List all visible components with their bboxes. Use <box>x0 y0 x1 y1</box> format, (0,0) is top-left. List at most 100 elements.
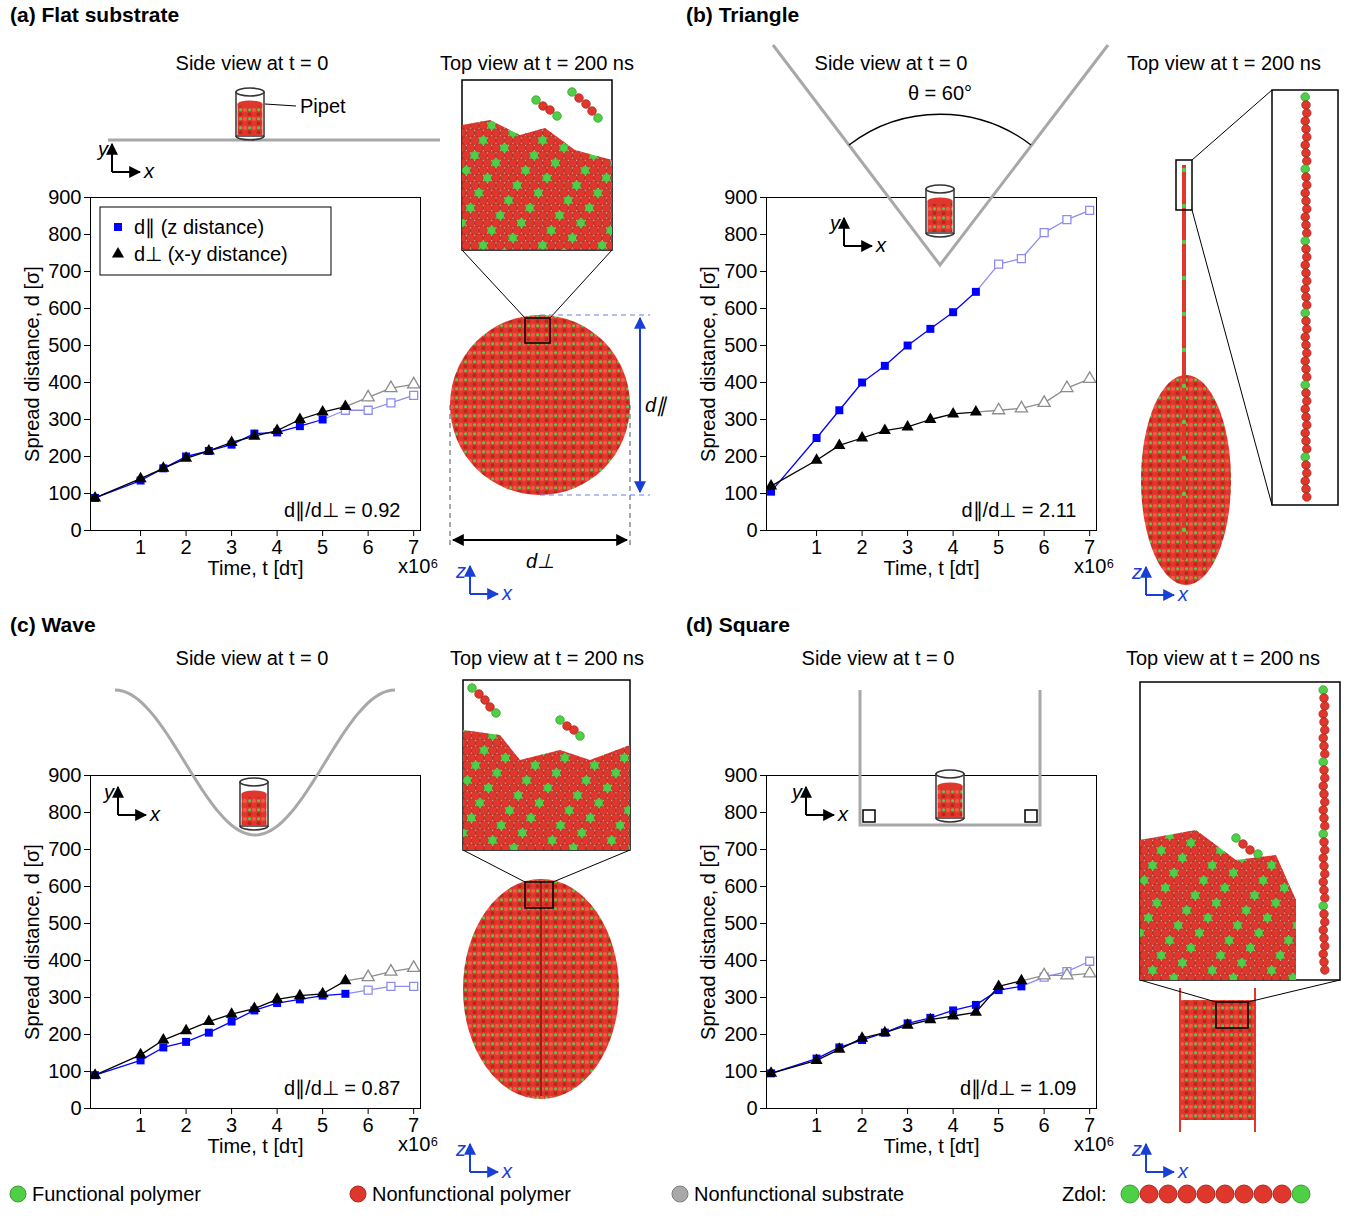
svg-text:200: 200 <box>724 445 757 467</box>
svg-text:Spread distance, d [σ]: Spread distance, d [σ] <box>697 266 719 462</box>
svg-text:400: 400 <box>724 371 757 393</box>
svg-text:x: x <box>149 803 161 825</box>
svg-text:θ = 60°: θ = 60° <box>908 82 972 104</box>
svg-text:5: 5 <box>993 536 1004 558</box>
svg-text:200: 200 <box>48 445 81 467</box>
svg-text:1: 1 <box>811 536 822 558</box>
svg-text:0: 0 <box>746 1097 757 1119</box>
svg-text:d∥ (z distance): d∥ (z distance) <box>134 216 264 239</box>
svg-text:900: 900 <box>48 764 81 786</box>
svg-text:100: 100 <box>48 482 81 504</box>
svg-text:d∥/d⊥ = 0.87: d∥/d⊥ = 0.87 <box>284 1077 401 1100</box>
svg-text:x10⁶: x10⁶ <box>1074 555 1114 577</box>
svg-text:100: 100 <box>724 1060 757 1082</box>
svg-text:200: 200 <box>48 1023 81 1045</box>
svg-text:6: 6 <box>1039 1114 1050 1136</box>
svg-text:6: 6 <box>363 536 374 558</box>
svg-text:Spread distance, d [σ]: Spread distance, d [σ] <box>21 844 43 1040</box>
svg-text:Side view at t = 0: Side view at t = 0 <box>802 647 955 669</box>
svg-text:3: 3 <box>902 1114 913 1136</box>
svg-text:300: 300 <box>724 408 757 430</box>
svg-text:x: x <box>875 234 887 256</box>
svg-text:y: y <box>828 212 841 234</box>
svg-text:y: y <box>102 781 115 803</box>
svg-text:500: 500 <box>48 334 81 356</box>
svg-text:x: x <box>1177 1160 1189 1182</box>
svg-text:1: 1 <box>135 536 146 558</box>
svg-text:(c) Wave: (c) Wave <box>10 613 96 636</box>
svg-text:900: 900 <box>48 186 81 208</box>
svg-text:d∥/d⊥ = 2.11: d∥/d⊥ = 2.11 <box>961 499 1076 522</box>
svg-text:Top view at t = 200 ns: Top view at t = 200 ns <box>1126 647 1320 669</box>
svg-text:x: x <box>1177 583 1189 605</box>
svg-text:4: 4 <box>272 536 283 558</box>
svg-text:Time, t [dτ]: Time, t [dτ] <box>883 1135 979 1157</box>
svg-text:700: 700 <box>48 838 81 860</box>
svg-text:1: 1 <box>811 1114 822 1136</box>
svg-text:500: 500 <box>48 912 81 934</box>
svg-text:400: 400 <box>48 949 81 971</box>
svg-text:(b) Triangle: (b) Triangle <box>686 3 799 26</box>
svg-text:800: 800 <box>724 801 757 823</box>
svg-text:Top view at t = 200 ns: Top view at t = 200 ns <box>1127 52 1321 74</box>
svg-text:y: y <box>790 781 803 803</box>
svg-text:y: y <box>96 138 109 160</box>
svg-text:4: 4 <box>948 1114 959 1136</box>
svg-text:0: 0 <box>70 519 81 541</box>
svg-text:300: 300 <box>48 986 81 1008</box>
svg-text:Side view at t = 0: Side view at t = 0 <box>176 647 329 669</box>
svg-text:600: 600 <box>724 875 757 897</box>
svg-text:2: 2 <box>181 536 192 558</box>
svg-text:800: 800 <box>724 223 757 245</box>
svg-text:Functional polymer: Functional polymer <box>32 1183 201 1205</box>
svg-text:(d) Square: (d) Square <box>686 613 790 636</box>
svg-text:(a) Flat substrate: (a) Flat substrate <box>10 3 179 26</box>
svg-text:x: x <box>501 582 513 604</box>
svg-text:d∥/d⊥ = 1.09: d∥/d⊥ = 1.09 <box>960 1077 1077 1100</box>
svg-text:600: 600 <box>48 297 81 319</box>
svg-text:400: 400 <box>48 371 81 393</box>
svg-text:d∥/d⊥ = 0.92: d∥/d⊥ = 0.92 <box>284 499 401 522</box>
svg-text:3: 3 <box>226 536 237 558</box>
svg-text:Spread distance, d [σ]: Spread distance, d [σ] <box>697 844 719 1040</box>
svg-text:Side view at t = 0: Side view at t = 0 <box>815 52 968 74</box>
svg-text:5: 5 <box>993 1114 1004 1136</box>
svg-text:Time, t [dτ]: Time, t [dτ] <box>883 557 979 579</box>
svg-text:Side view at t = 0: Side view at t = 0 <box>176 52 329 74</box>
svg-text:2: 2 <box>857 536 868 558</box>
svg-text:0: 0 <box>746 519 757 541</box>
svg-text:3: 3 <box>902 536 913 558</box>
svg-text:Zdol:: Zdol: <box>1062 1183 1106 1205</box>
svg-text:700: 700 <box>48 260 81 282</box>
svg-text:d∥: d∥ <box>645 394 668 417</box>
svg-text:4: 4 <box>948 536 959 558</box>
svg-text:x10⁶: x10⁶ <box>1074 1133 1114 1155</box>
svg-text:5: 5 <box>317 1114 328 1136</box>
svg-text:500: 500 <box>724 334 757 356</box>
svg-text:900: 900 <box>724 764 757 786</box>
svg-text:600: 600 <box>48 875 81 897</box>
svg-text:900: 900 <box>724 186 757 208</box>
svg-text:z: z <box>455 1138 466 1160</box>
svg-text:z: z <box>455 560 466 582</box>
svg-text:x: x <box>143 160 155 182</box>
svg-text:Spread distance, d [σ]: Spread distance, d [σ] <box>21 266 43 462</box>
svg-text:Top view at t = 200 ns: Top view at t = 200 ns <box>440 52 634 74</box>
svg-text:700: 700 <box>724 260 757 282</box>
svg-text:300: 300 <box>48 408 81 430</box>
svg-text:z: z <box>1131 1138 1142 1160</box>
svg-text:100: 100 <box>48 1060 81 1082</box>
svg-text:300: 300 <box>724 986 757 1008</box>
svg-text:100: 100 <box>724 482 757 504</box>
svg-text:d⊥ (x-y distance): d⊥ (x-y distance) <box>134 243 288 265</box>
svg-text:x: x <box>837 803 849 825</box>
svg-text:400: 400 <box>724 949 757 971</box>
svg-text:x10⁶: x10⁶ <box>398 1133 438 1155</box>
svg-text:x: x <box>501 1160 513 1182</box>
svg-text:0: 0 <box>70 1097 81 1119</box>
svg-text:Nonfunctional polymer: Nonfunctional polymer <box>372 1183 571 1205</box>
svg-text:Nonfunctional substrate: Nonfunctional substrate <box>694 1183 904 1205</box>
svg-text:d⊥: d⊥ <box>526 550 554 572</box>
svg-text:1: 1 <box>135 1114 146 1136</box>
svg-text:200: 200 <box>724 1023 757 1045</box>
